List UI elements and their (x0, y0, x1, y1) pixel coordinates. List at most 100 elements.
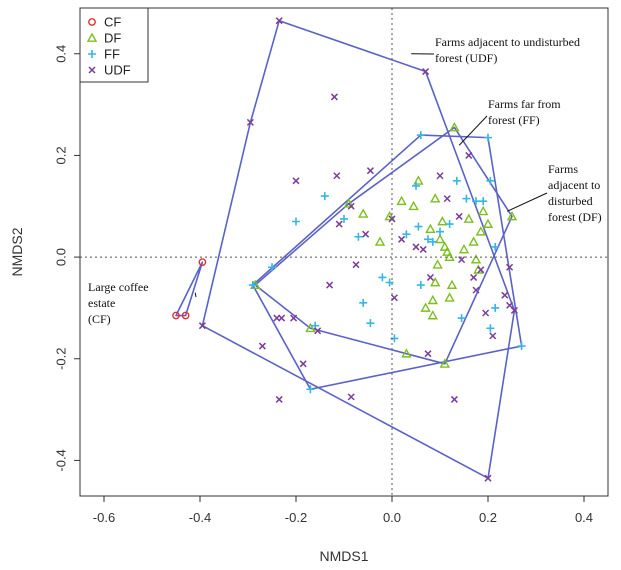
point-udf (299, 360, 307, 368)
point-ff (414, 222, 423, 231)
point-ff (416, 131, 425, 140)
annotation-leader (458, 115, 488, 146)
point-df (430, 277, 441, 287)
point-udf (292, 177, 300, 185)
y-tick-label: 0.0 (53, 248, 68, 266)
point-df (434, 233, 446, 244)
x-tick-label: 0.0 (383, 510, 401, 525)
annotation-text: (CF) (88, 312, 111, 326)
legend-label-cf: CF (104, 15, 121, 30)
hull-layer (175, 19, 523, 480)
annotation-leader (194, 292, 197, 298)
point-udf (347, 393, 355, 401)
point-ff (412, 181, 420, 190)
point-udf (489, 332, 497, 340)
x-tick-label: 0.2 (479, 510, 497, 525)
point-df (420, 302, 431, 312)
point-ff (479, 197, 488, 206)
point-udf (198, 322, 206, 330)
point-ff (359, 298, 368, 307)
point-df (427, 294, 438, 305)
point-df (432, 259, 443, 269)
point-df (439, 241, 450, 251)
point-df (506, 210, 518, 221)
legend-marker-udf (88, 66, 96, 74)
x-axis: -0.6 -0.4 -0.2 0.0 0.2 0.4 (93, 496, 593, 525)
point-df (358, 208, 369, 218)
point-udf (506, 301, 514, 309)
point-udf (246, 118, 254, 126)
annotation-leader (506, 192, 548, 212)
point-ff (248, 281, 257, 290)
point-udf (465, 151, 473, 159)
legend-marker-ff (88, 50, 96, 58)
point-df (449, 122, 460, 132)
y-axis: -0.4 -0.2 0.0 0.2 0.4 (53, 45, 80, 472)
legend-label-df: DF (104, 31, 121, 46)
point-udf (366, 167, 374, 175)
point-udf (477, 266, 485, 274)
annotation-text: estate (88, 296, 115, 310)
point-df (437, 216, 448, 226)
point-df (463, 213, 474, 223)
hull-df (254, 126, 513, 365)
annotation-text: adjacent to (548, 178, 600, 192)
point-udf (506, 263, 514, 271)
point-udf (436, 172, 444, 180)
point-udf (472, 286, 480, 294)
point-df (470, 254, 482, 264)
point-ff (486, 324, 495, 333)
point-udf (352, 261, 360, 269)
point-udf (314, 327, 322, 335)
point-ff (491, 303, 500, 312)
y-tick-label: -0.2 (53, 348, 68, 370)
point-df (413, 175, 424, 185)
y-tick-label: -0.4 (53, 449, 68, 471)
point-udf (275, 17, 283, 25)
point-df (475, 226, 486, 236)
point-df (343, 198, 354, 208)
point-df (384, 210, 395, 221)
point-ff (472, 197, 480, 206)
point-udf (335, 220, 343, 228)
y-tick-label: 0.4 (53, 45, 68, 63)
point-ff (366, 319, 375, 328)
annotation-text: forest (UDF) (435, 51, 497, 65)
point-udf (398, 235, 406, 243)
point-ff (486, 176, 495, 185)
point-ff (517, 342, 526, 351)
point-df (408, 200, 419, 211)
point-ff (340, 214, 348, 223)
point-udf (458, 256, 466, 264)
point-df (482, 218, 494, 228)
point-ff (424, 235, 432, 244)
reference-lines (80, 8, 608, 496)
point-df (458, 244, 470, 254)
legend-label-ff: FF (104, 47, 120, 62)
legend-marker-df (86, 32, 98, 42)
point-udf (484, 474, 492, 482)
annotation-text: forest (FF) (488, 113, 540, 127)
point-ff (491, 242, 500, 251)
point-ff (378, 273, 387, 282)
hull-ff (252, 134, 523, 391)
point-udf (273, 314, 281, 322)
point-udf (333, 172, 341, 180)
point-udf (290, 314, 298, 322)
point-udf (362, 230, 370, 238)
point-df (425, 223, 436, 234)
point-udf (422, 68, 430, 76)
point-ff (452, 176, 461, 185)
point-udf (450, 395, 458, 403)
hull-udf (201, 19, 516, 480)
point-ff (354, 232, 363, 241)
point-ff (268, 263, 276, 272)
x-tick-label: 0.4 (575, 510, 593, 525)
point-df (427, 310, 438, 320)
point-udf (455, 212, 463, 220)
point-df (305, 322, 316, 333)
legend-label-udf: UDF (104, 63, 131, 78)
point-df (478, 205, 489, 216)
